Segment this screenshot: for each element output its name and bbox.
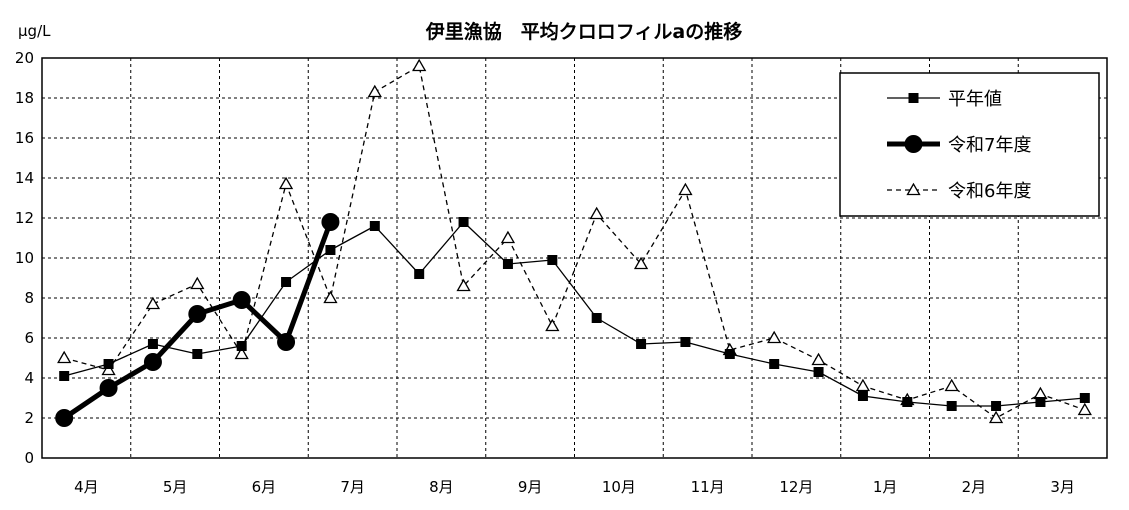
legend-label: 平年値 (948, 89, 1002, 110)
series-point-circle (232, 291, 251, 309)
series-layer (55, 58, 1092, 427)
series-point-circle (143, 353, 162, 371)
series-point-square (325, 245, 336, 255)
series-point-triangle (190, 276, 205, 290)
x-tick-label: 3月 (1050, 478, 1075, 496)
legend-label: 令和7年度 (948, 135, 1031, 156)
x-tick-label: 12月 (779, 478, 813, 496)
series-point-square (908, 93, 919, 103)
y-tick-label: 10 (15, 249, 34, 267)
series-point-square (591, 313, 602, 323)
x-tick-label: 11月 (691, 478, 725, 496)
series-point-circle (188, 305, 207, 323)
series-point-square (236, 341, 247, 351)
series-point-square (724, 349, 735, 359)
x-tick-label: 5月 (163, 478, 188, 496)
y-tick-label: 8 (24, 289, 34, 307)
series-point-triangle (500, 230, 516, 244)
series-point-square (147, 339, 158, 349)
chart-title: 伊里漁協 平均クロロフィルaの推移 (425, 20, 742, 43)
series-point-square (547, 255, 558, 265)
series-solid-square (59, 217, 1090, 411)
series-point-triangle (944, 378, 959, 392)
series-point-circle (99, 379, 118, 397)
y-tick-label: 0 (24, 449, 34, 467)
series-point-square (991, 401, 1002, 411)
series-point-triangle (906, 182, 921, 196)
x-tick-label: 1月 (873, 478, 898, 496)
series-point-triangle (234, 346, 249, 360)
axis-ticks: 0 2 4 6 8 10 12 14 16 18 20 4月 5月 6月 7月 8月 9月 10月 11月 12月 1月… (15, 49, 1075, 496)
series-point-triangle (545, 318, 560, 332)
legend-label: 令和6年度 (948, 181, 1031, 202)
series-point-triangle (988, 410, 1004, 424)
x-tick-label: 6月 (252, 478, 277, 496)
series-point-square (946, 401, 957, 411)
x-tick-label: 8月 (429, 478, 454, 496)
series-line (64, 65, 1086, 419)
x-tick-label: 2月 (962, 478, 987, 496)
series-point-square (103, 359, 114, 369)
series-point-square (680, 337, 691, 347)
series-point-triangle (456, 278, 471, 292)
series-point-square (636, 339, 647, 349)
series-point-triangle (1033, 386, 1048, 400)
series-point-triangle (412, 58, 427, 72)
plot-area-frame (41, 57, 1108, 459)
y-tick-label: 18 (15, 89, 34, 107)
series-point-triangle (145, 296, 161, 310)
series-point-triangle (811, 352, 826, 366)
series-point-circle (321, 213, 340, 231)
y-tick-label: 14 (15, 169, 34, 187)
y-axis-unit-label: μg/L (18, 22, 51, 40)
series-point-square (857, 391, 868, 401)
series-point-square (902, 397, 913, 407)
series-point-triangle (1077, 402, 1092, 416)
y-tick-label: 20 (15, 49, 34, 67)
series-point-triangle (678, 182, 693, 196)
series-point-circle (55, 409, 74, 427)
series-point-triangle (855, 378, 871, 392)
series-point-square (369, 221, 380, 231)
series-point-square (59, 371, 70, 381)
series-point-triangle (101, 362, 116, 376)
series-point-circle (277, 333, 296, 351)
series-point-square (281, 277, 292, 287)
series-point-square (1035, 397, 1046, 407)
x-tick-label: 9月 (518, 478, 543, 496)
series-point-triangle (633, 256, 649, 270)
series-point-triangle (767, 330, 782, 344)
series-point-triangle (367, 84, 382, 98)
legend-box (839, 72, 1100, 217)
y-tick-label: 2 (24, 409, 34, 427)
series-bold-circle (55, 213, 340, 427)
series-point-square (769, 359, 780, 369)
y-tick-label: 16 (15, 129, 34, 147)
series-point-triangle (278, 176, 294, 190)
series-point-triangle (323, 290, 338, 304)
y-tick-label: 4 (24, 369, 34, 387)
series-point-triangle (57, 350, 72, 364)
y-tick-label: 12 (15, 209, 34, 227)
series-point-square (1079, 393, 1090, 403)
x-tick-label: 7月 (340, 478, 365, 496)
series-point-square (192, 349, 203, 359)
series-point-circle (904, 135, 923, 153)
series-point-square (502, 259, 513, 269)
series-point-triangle (589, 206, 604, 220)
series-point-square (458, 217, 469, 227)
series-point-square (813, 367, 824, 377)
y-tick-label: 6 (24, 329, 34, 347)
series-line (64, 221, 1085, 407)
series-point-square (414, 269, 425, 279)
x-tick-label: 10月 (602, 478, 636, 496)
x-tick-label: 4月 (74, 478, 99, 496)
